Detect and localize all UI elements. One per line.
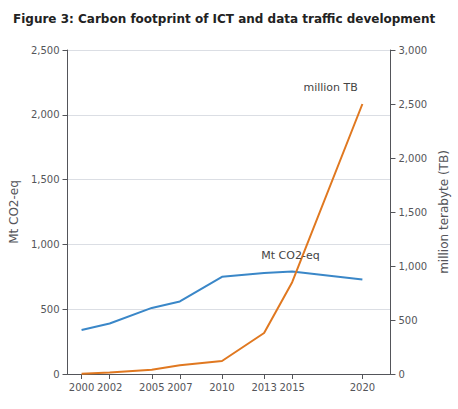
svg-text:2002: 2002: [97, 382, 122, 393]
svg-text:million TB: million TB: [303, 81, 357, 94]
svg-text:1,500: 1,500: [398, 207, 427, 218]
svg-text:1,500: 1,500: [31, 174, 60, 185]
svg-text:0: 0: [53, 369, 59, 380]
svg-text:2020: 2020: [350, 382, 375, 393]
svg-text:1,000: 1,000: [398, 261, 427, 272]
svg-text:2,000: 2,000: [398, 153, 427, 164]
svg-text:2015: 2015: [279, 382, 304, 393]
svg-text:2,500: 2,500: [398, 99, 427, 110]
svg-text:500: 500: [40, 304, 59, 315]
svg-text:Figure 3: Carbon footprint of: Figure 3: Carbon footprint of ICT and da…: [13, 12, 436, 26]
svg-text:2005: 2005: [139, 382, 164, 393]
svg-text:1,000: 1,000: [31, 239, 60, 250]
svg-text:Mt CO2-eq: Mt CO2-eq: [261, 249, 319, 262]
svg-text:2013: 2013: [251, 382, 276, 393]
svg-text:2,000: 2,000: [31, 109, 60, 120]
svg-text:0: 0: [398, 369, 404, 380]
svg-text:3,000: 3,000: [398, 45, 427, 56]
svg-text:2,500: 2,500: [31, 45, 60, 56]
svg-text:2010: 2010: [209, 382, 234, 393]
svg-text:2000: 2000: [69, 382, 94, 393]
svg-text:2007: 2007: [167, 382, 192, 393]
svg-text:500: 500: [398, 315, 417, 326]
svg-text:Mt CO2-eq: Mt CO2-eq: [7, 180, 21, 244]
svg-text:million terabyte (TB): million terabyte (TB): [437, 150, 451, 274]
